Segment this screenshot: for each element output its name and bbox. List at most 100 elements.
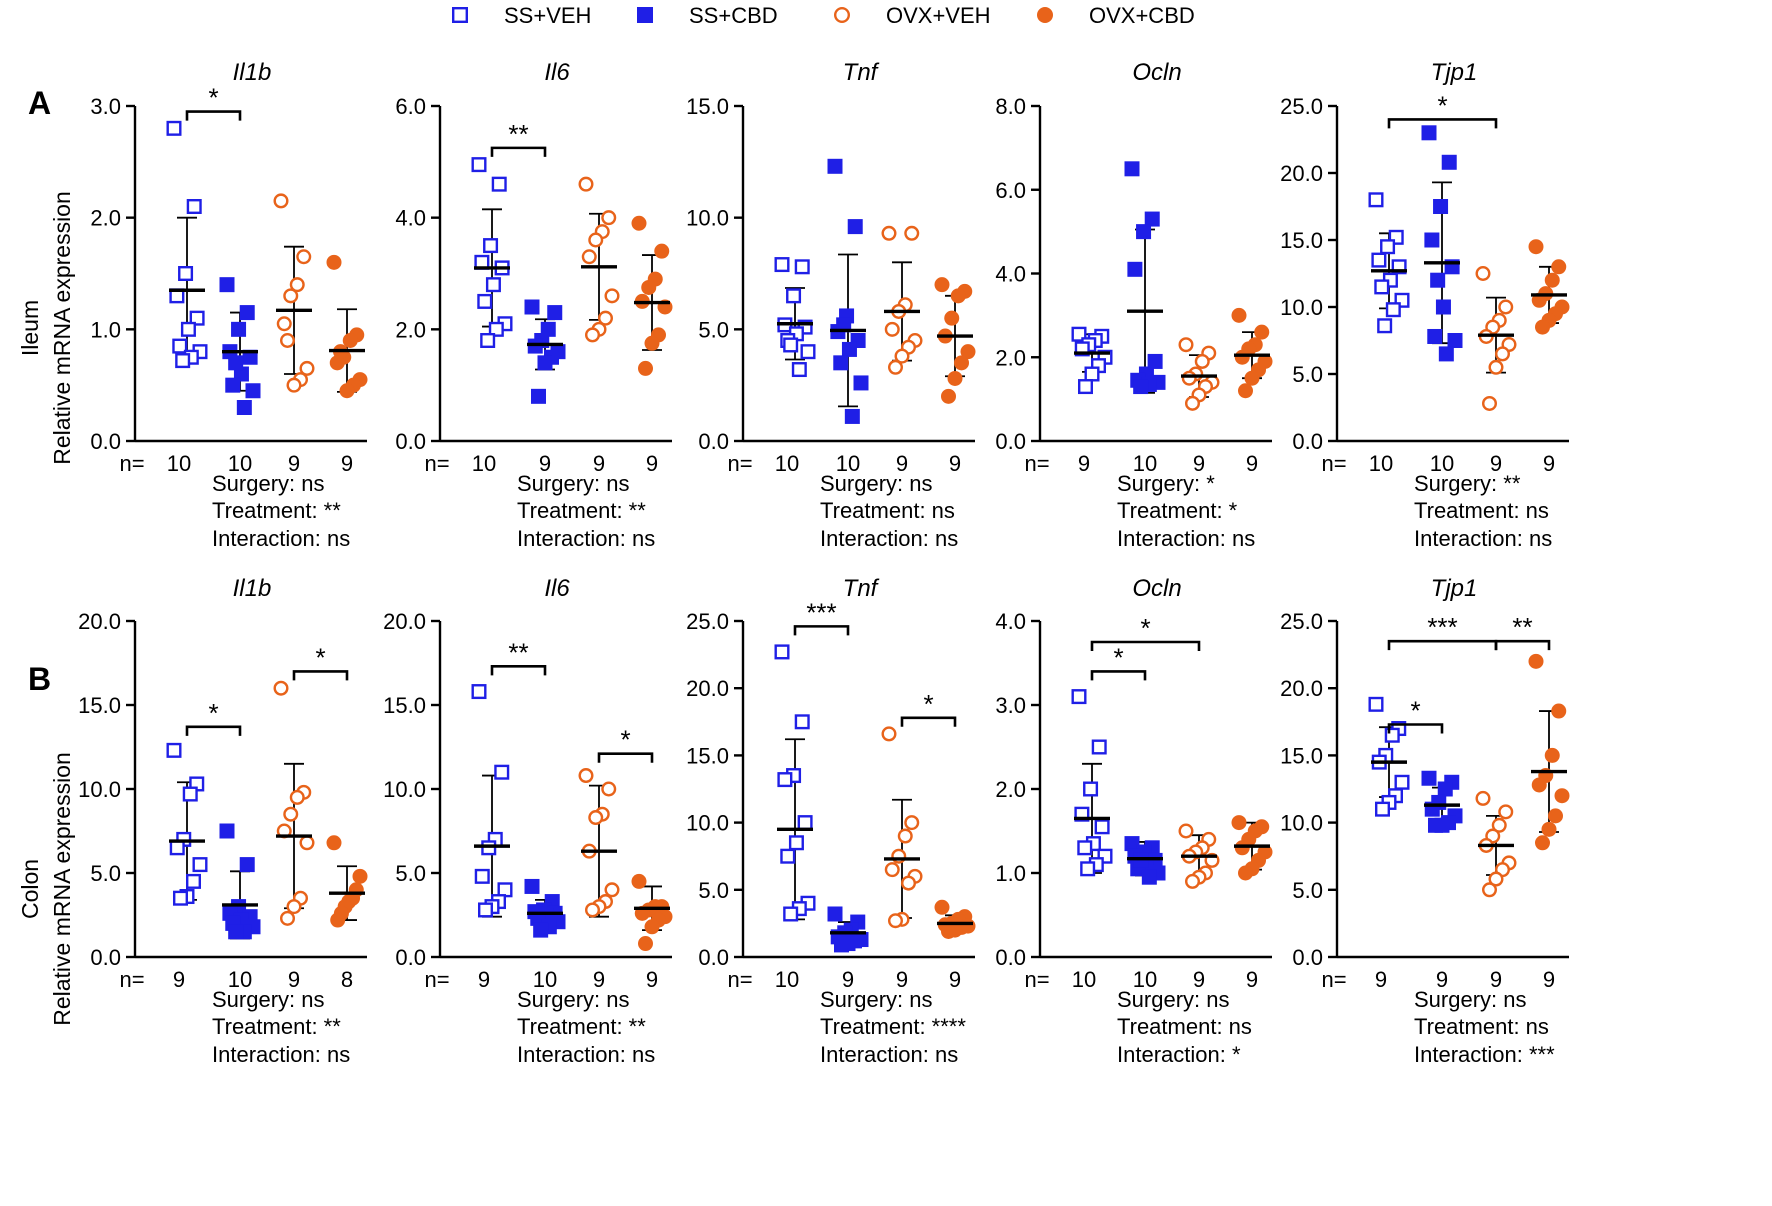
data-point bbox=[853, 375, 869, 391]
y-tick-label: 0.0 bbox=[90, 945, 121, 970]
y-tick-label: 15.0 bbox=[1280, 743, 1323, 768]
data-point bbox=[601, 781, 617, 797]
data-point bbox=[847, 219, 863, 235]
stat-label: Interaction: ns bbox=[820, 526, 958, 551]
data-point bbox=[1238, 865, 1253, 881]
data-point bbox=[1554, 788, 1570, 804]
significance-label: *** bbox=[806, 597, 836, 627]
data-point bbox=[833, 355, 849, 371]
series-ovx-cbd bbox=[631, 873, 673, 952]
n-label: 9 bbox=[1490, 451, 1502, 476]
y-tick-label: 20.0 bbox=[78, 609, 121, 634]
data-point bbox=[644, 919, 660, 935]
y-tick-label: 20.0 bbox=[1280, 161, 1323, 186]
data-point bbox=[836, 317, 852, 333]
significance-label: *** bbox=[1427, 612, 1457, 642]
significance-label: * bbox=[208, 83, 218, 113]
data-point bbox=[299, 835, 315, 851]
y-tick-label: 5.0 bbox=[698, 317, 729, 342]
legend-item: SS+VEH bbox=[452, 3, 591, 28]
series-ss-veh bbox=[471, 684, 513, 918]
data-point bbox=[585, 902, 601, 918]
y-tick-label: 10.0 bbox=[686, 811, 729, 836]
significance-bracket: *** bbox=[1387, 612, 1498, 651]
y-tick-label: 20.0 bbox=[1280, 676, 1323, 701]
data-point bbox=[774, 257, 790, 273]
y-tick-label: 0.0 bbox=[1292, 429, 1323, 454]
series-ovx-cbd bbox=[1528, 653, 1570, 851]
y-tick-label: 10.0 bbox=[383, 777, 426, 802]
data-point bbox=[491, 176, 507, 192]
data-point bbox=[1544, 747, 1560, 763]
y-tick-label: 25.0 bbox=[1280, 94, 1323, 119]
y-tick-label: 15.0 bbox=[686, 743, 729, 768]
series-ovx-veh bbox=[1178, 337, 1220, 411]
series-ovx-cbd bbox=[326, 835, 368, 928]
significance-label: ** bbox=[1512, 612, 1532, 642]
n-label: 9 bbox=[1193, 451, 1205, 476]
data-point bbox=[1551, 259, 1567, 275]
data-point bbox=[791, 362, 807, 378]
data-point bbox=[1091, 739, 1107, 755]
data-point bbox=[283, 288, 299, 304]
y-tick-label: 10.0 bbox=[1280, 295, 1323, 320]
legend-marker-ovx-veh bbox=[834, 6, 851, 24]
data-point bbox=[934, 899, 950, 915]
data-point bbox=[1488, 871, 1504, 887]
bracket-line bbox=[597, 752, 654, 763]
y-tick-label: 0.0 bbox=[698, 429, 729, 454]
data-point bbox=[1541, 821, 1557, 837]
data-point bbox=[604, 882, 620, 898]
data-point bbox=[1147, 353, 1163, 369]
stat-label: Interaction: *** bbox=[1414, 1042, 1555, 1067]
data-point bbox=[225, 377, 241, 393]
significance-bracket: * bbox=[292, 642, 349, 681]
stat-label: Surgery: ns bbox=[517, 987, 630, 1012]
stat-label: Interaction: ns bbox=[1117, 526, 1255, 551]
data-point bbox=[480, 333, 496, 349]
series-ss-cbd bbox=[827, 906, 869, 953]
data-point bbox=[239, 305, 255, 321]
significance-bracket: * bbox=[1387, 695, 1444, 734]
n-label: 10 bbox=[1430, 451, 1454, 476]
n-label: 10 bbox=[836, 451, 860, 476]
y-tick-label: 1.0 bbox=[995, 861, 1026, 886]
data-point bbox=[185, 873, 201, 889]
data-point bbox=[330, 912, 346, 928]
n-prefix: n= bbox=[1024, 967, 1049, 992]
y-tick-label: 4.0 bbox=[995, 609, 1026, 634]
legend-item: SS+CBD bbox=[637, 3, 778, 28]
data-point bbox=[888, 913, 904, 929]
data-point bbox=[1368, 696, 1384, 712]
data-point bbox=[1254, 324, 1270, 340]
data-point bbox=[1428, 817, 1443, 833]
chart-title: Il6 bbox=[544, 59, 570, 86]
stat-label: Treatment: ns bbox=[1414, 1014, 1549, 1039]
data-point bbox=[601, 210, 617, 226]
significance-label: ** bbox=[508, 119, 528, 149]
n-label: 10 bbox=[228, 967, 252, 992]
n-label: 10 bbox=[1133, 451, 1157, 476]
legend-label: SS+VEH bbox=[504, 3, 591, 28]
data-point bbox=[954, 355, 969, 371]
y-tick-label: 5.0 bbox=[698, 878, 729, 903]
data-point bbox=[786, 288, 802, 304]
data-point bbox=[1498, 299, 1514, 315]
y-tick-label: 0.0 bbox=[995, 429, 1026, 454]
panel-a: A Ileum Relative mRNA expression bbox=[17, 85, 75, 465]
stat-label: Surgery: ns bbox=[1414, 987, 1527, 1012]
data-point bbox=[228, 924, 244, 940]
n-label: 10 bbox=[533, 967, 557, 992]
data-point bbox=[897, 828, 913, 844]
n-label: 9 bbox=[949, 967, 961, 992]
data-point bbox=[841, 341, 857, 357]
series-ovx-veh bbox=[1178, 823, 1220, 889]
data-point bbox=[881, 726, 897, 742]
data-point bbox=[1551, 703, 1567, 719]
stat-label: Treatment: **** bbox=[820, 1014, 966, 1039]
n-prefix: n= bbox=[424, 967, 449, 992]
data-point bbox=[1491, 817, 1507, 833]
significance-bracket: * bbox=[1090, 613, 1201, 651]
stat-label: Treatment: * bbox=[1117, 498, 1238, 523]
n-prefix: n= bbox=[1321, 967, 1346, 992]
